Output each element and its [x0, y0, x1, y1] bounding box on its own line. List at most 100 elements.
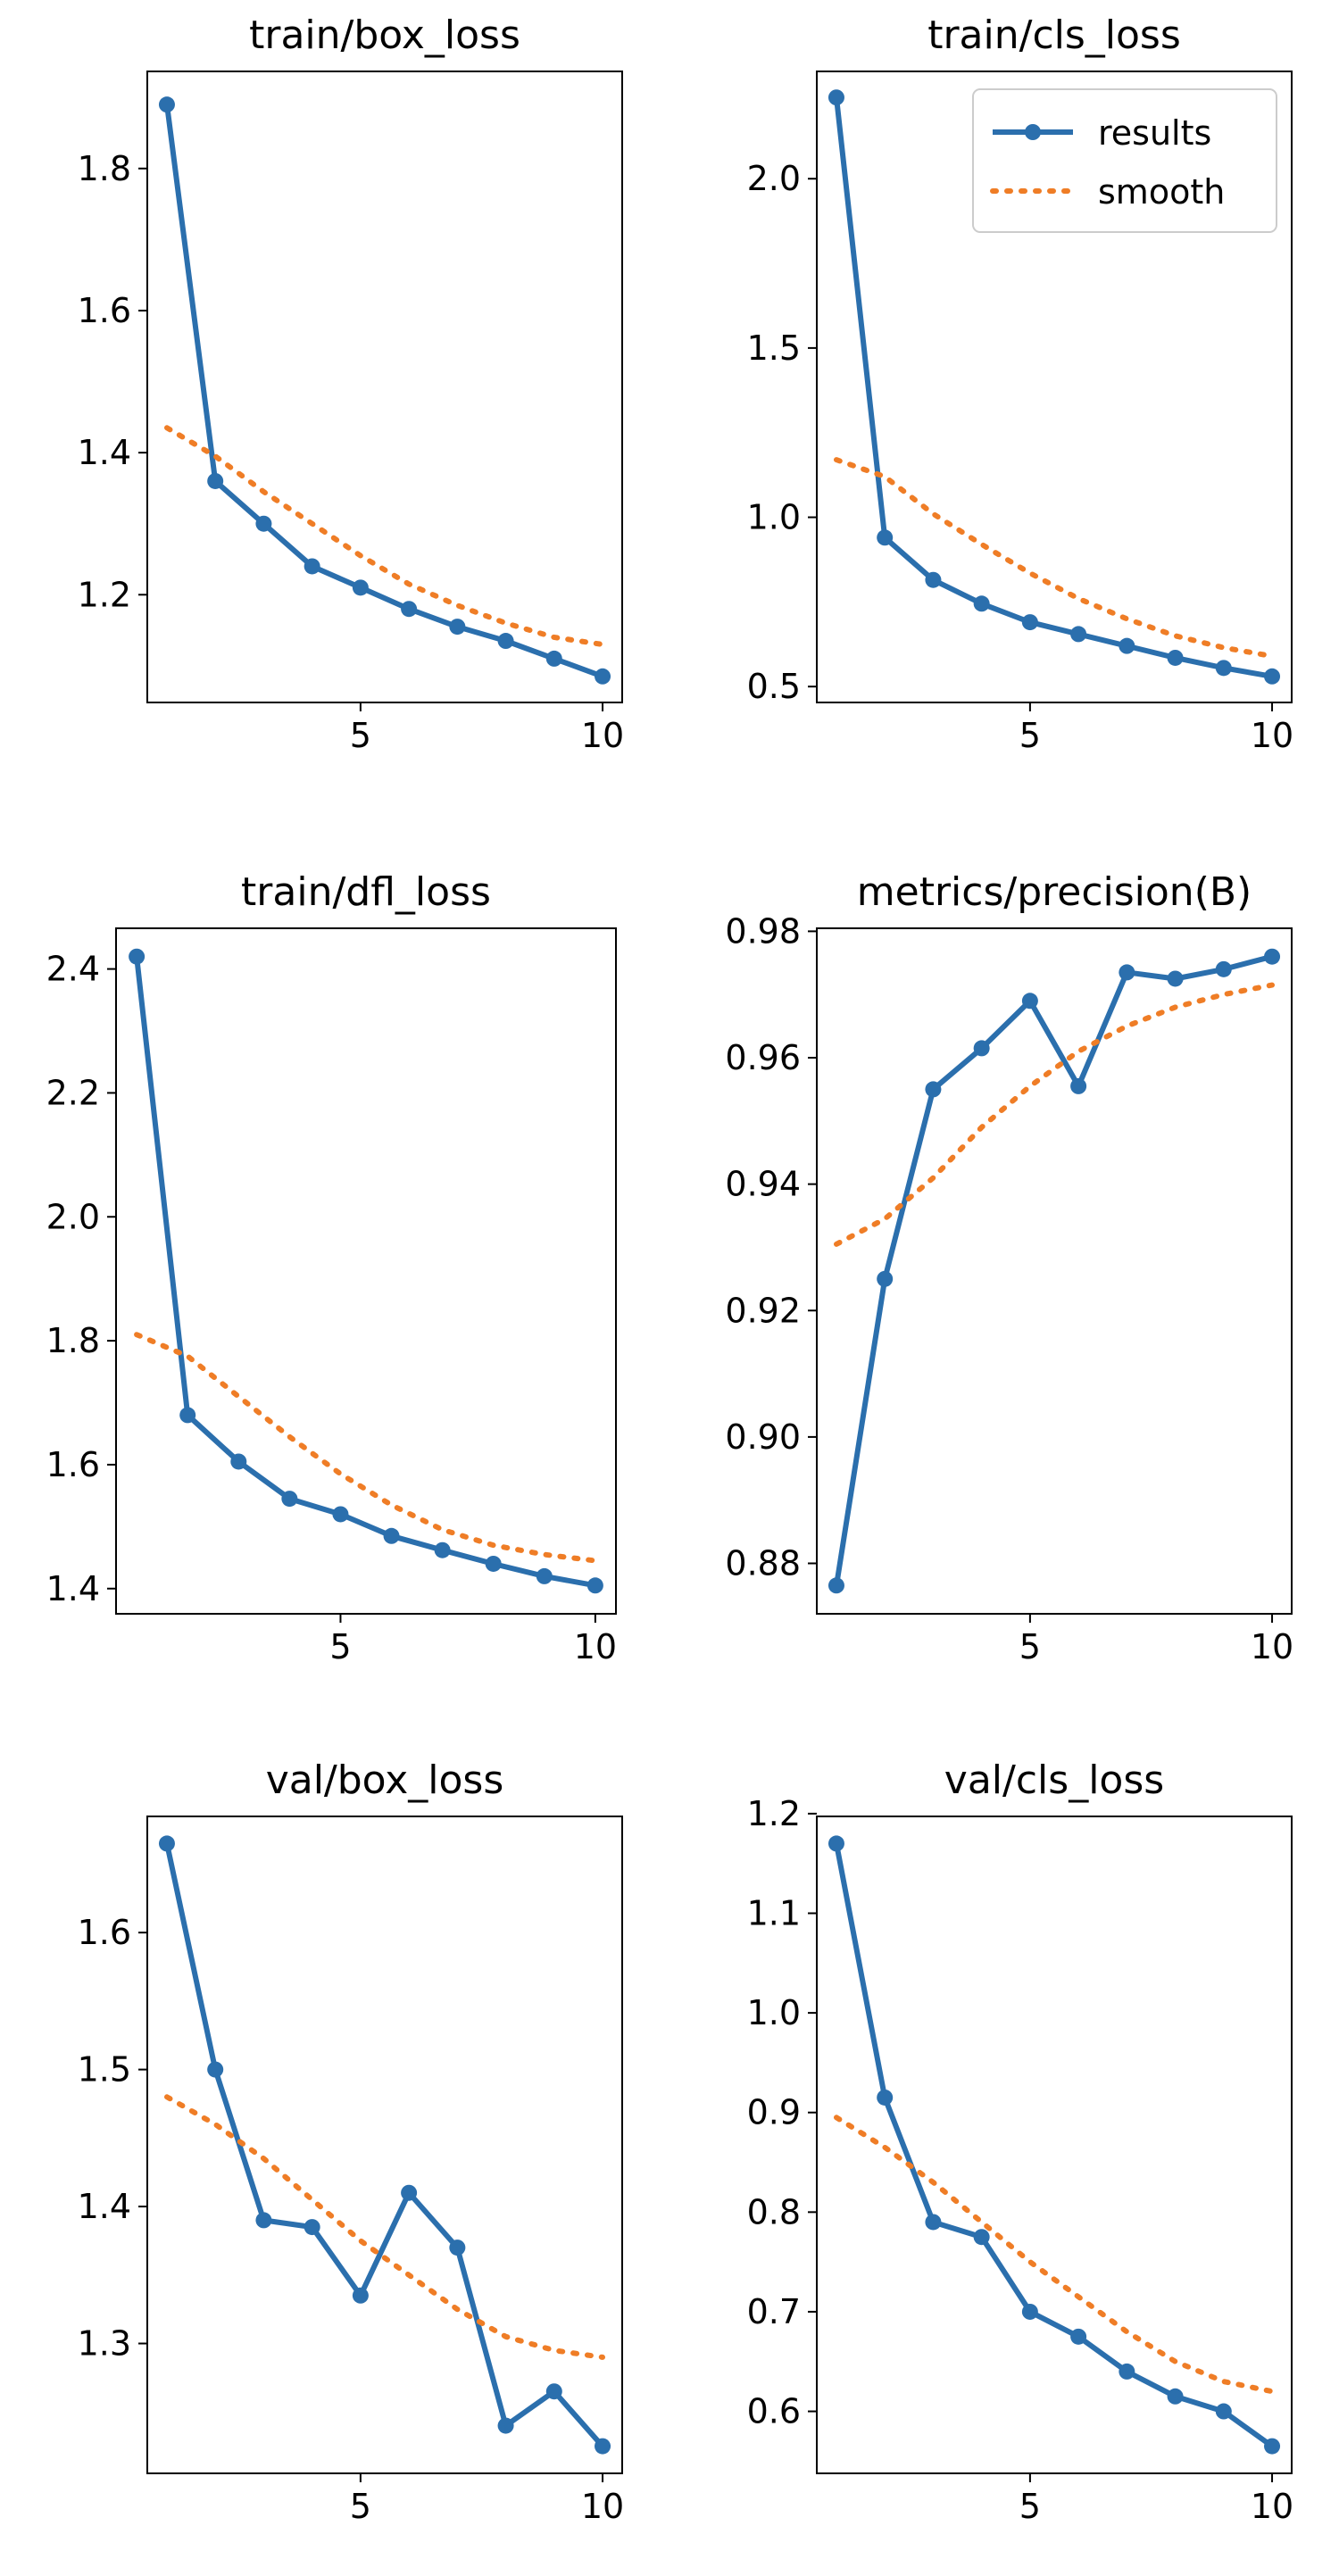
plot-frame — [146, 71, 623, 703]
plot-frame — [115, 927, 617, 1615]
y-tick-label: 0.96 — [725, 1038, 801, 1077]
results-point — [352, 2287, 369, 2304]
plot-frame — [816, 927, 1293, 1615]
chart-title: train/box_loss — [249, 12, 520, 58]
results-point — [207, 2061, 224, 2078]
y-tick-label: 0.98 — [725, 911, 801, 951]
x-tick-label: 10 — [1251, 2487, 1293, 2526]
results-point — [352, 579, 369, 596]
val-box-loss-chart: val/box_loss 1.3 1.4 1.5 1.6 5 10 — [78, 1757, 625, 2526]
results-point — [1119, 637, 1135, 654]
results-point — [304, 558, 320, 575]
results-point — [129, 948, 146, 965]
results-point — [1070, 1077, 1087, 1094]
results-point — [536, 1567, 553, 1584]
y-tick-label: 0.5 — [747, 667, 801, 706]
x-tick-label: 5 — [350, 716, 371, 755]
x-tick-label: 10 — [574, 1627, 617, 1666]
x-tick-label: 10 — [581, 2487, 624, 2526]
y-tick-label: 2.0 — [46, 1197, 100, 1236]
results-point — [1167, 649, 1184, 666]
results-point — [973, 1040, 990, 1057]
results-point — [449, 619, 466, 636]
y-tick-label: 1.0 — [747, 1993, 801, 2032]
results-point — [1070, 626, 1087, 643]
results-point — [255, 515, 272, 532]
legend-box — [972, 88, 1277, 233]
y-tick-label: 0.92 — [725, 1291, 801, 1330]
y-tick-label: 0.94 — [725, 1165, 801, 1204]
y-tick-label: 1.2 — [78, 575, 131, 614]
results-point — [449, 2239, 466, 2256]
y-tick-label: 1.6 — [46, 1445, 100, 1484]
y-tick-label: 1.6 — [78, 1913, 131, 1952]
plot-frame — [816, 1816, 1293, 2474]
results-point — [877, 1270, 894, 1287]
results-point — [1215, 2403, 1232, 2420]
legend-smooth-label: smooth — [1098, 172, 1225, 212]
results-series-line — [164, 104, 604, 679]
results-point — [828, 89, 844, 106]
y-tick-label: 1.5 — [78, 2050, 131, 2090]
chart-title: train/dfl_loss — [241, 869, 491, 915]
results-point — [332, 1506, 349, 1523]
y-tick-label: 1.6 — [78, 291, 131, 330]
results-point — [1021, 614, 1038, 631]
plot-frame — [816, 71, 1293, 703]
y-tick-label: 2.2 — [46, 1073, 100, 1112]
results-point — [158, 1835, 175, 1852]
results-series-line — [134, 956, 596, 1589]
results-point — [1167, 970, 1184, 987]
results-point — [1021, 2303, 1038, 2320]
y-tick-label: 0.9 — [747, 2093, 801, 2132]
x-tick-label: 10 — [1251, 716, 1293, 755]
train-dfl-loss-chart: train/dfl_loss 1.4 1.6 1.8 2.0 2.2 2.4 5 10 — [46, 869, 617, 1666]
x-tick-label: 5 — [350, 2487, 371, 2526]
x-tick-label: 10 — [1251, 1627, 1293, 1666]
chart-title: val/cls_loss — [944, 1757, 1164, 1803]
results-point — [304, 2219, 320, 2236]
results-point — [973, 595, 990, 612]
results-series-line — [834, 96, 1273, 679]
y-tick-label: 1.4 — [78, 2187, 131, 2226]
results-point — [281, 1491, 298, 1508]
x-tick-label: 5 — [1019, 1627, 1041, 1666]
smooth-series-line — [834, 2115, 1275, 2395]
results-point — [545, 650, 562, 667]
precision-chart: metrics/precision(B) 0.88 0.90 0.92 0.94 0.96… — [725, 869, 1293, 1666]
results-point — [925, 2214, 942, 2231]
results-point — [497, 2417, 514, 2434]
y-tick-label: 0.90 — [725, 1417, 801, 1457]
y-tick-label: 1.3 — [78, 2324, 131, 2364]
results-series-line — [834, 953, 1273, 1586]
results-point — [1119, 2363, 1135, 2380]
x-tick-label: 5 — [1019, 2487, 1041, 2526]
results-point — [1119, 964, 1135, 981]
y-tick-label: 0.7 — [747, 2292, 801, 2331]
train-box-loss-chart: train/box_loss 1.2 1.4 1.6 1.8 5 10 — [78, 12, 625, 755]
y-tick-label: 2.0 — [747, 159, 801, 198]
chart-title: val/box_loss — [266, 1757, 504, 1803]
smooth-series-line — [134, 1332, 598, 1564]
results-point — [595, 2438, 611, 2455]
results-series-line — [834, 1842, 1274, 2449]
y-tick-label: 0.8 — [747, 2192, 801, 2231]
plot-frame — [146, 1816, 623, 2474]
results-point — [973, 2229, 990, 2246]
x-tick-label: 10 — [581, 716, 624, 755]
smooth-series-line — [164, 2094, 605, 2360]
results-point — [383, 1527, 400, 1544]
smooth-series-line — [164, 425, 605, 647]
results-point — [828, 1835, 844, 1852]
results-point — [545, 2383, 562, 2400]
y-tick-label: 2.4 — [46, 950, 100, 989]
smooth-series-line — [834, 982, 1275, 1247]
results-point — [1215, 960, 1232, 977]
x-tick-label: 5 — [329, 1627, 351, 1666]
legend-results-marker — [1025, 124, 1041, 140]
results-point — [485, 1555, 502, 1572]
results-point — [401, 601, 418, 618]
results-point — [586, 1577, 603, 1594]
results-point — [230, 1453, 247, 1470]
results-point — [207, 472, 224, 489]
